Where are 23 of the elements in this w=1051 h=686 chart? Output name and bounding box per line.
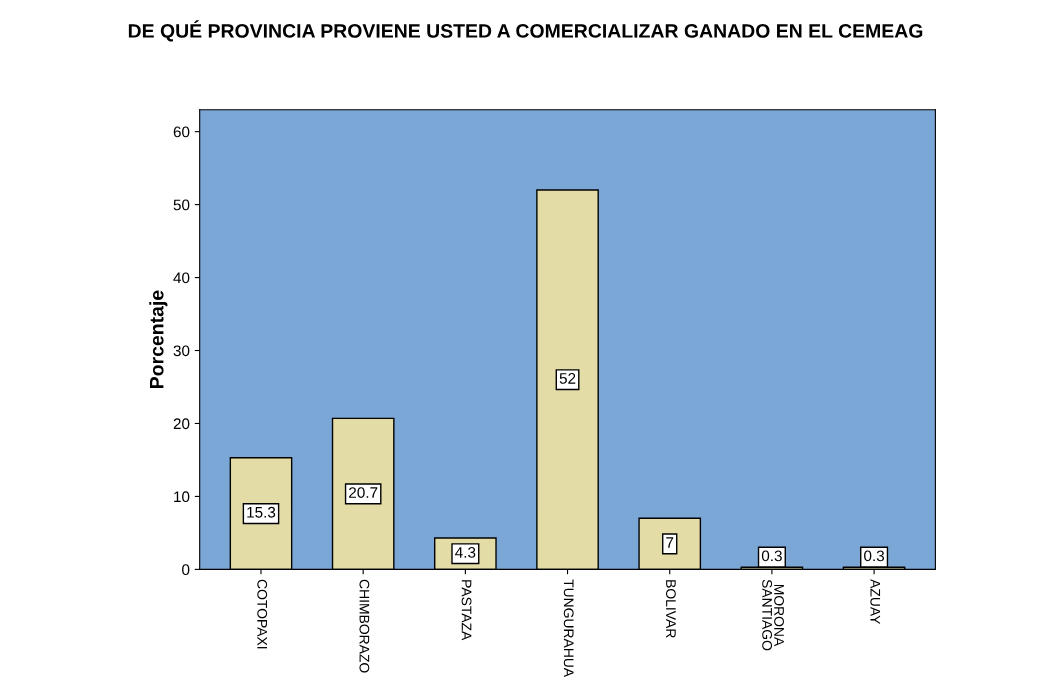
x-tick-label: COTOPAXI [257,579,268,649]
y-tick-label: 0 [182,564,190,576]
y-tick-label: 30 [173,345,190,357]
x-tick-label: TUNGURAHUA [563,579,574,678]
x-tick-label: AZUAY [870,579,881,625]
x-tick-label: PASTAZA [461,580,472,641]
y-tick-label: 10 [174,491,190,503]
data-label: 0.3 [864,550,885,562]
y-axis-title: Porcentaje [149,290,168,388]
y-tick-label: 20 [173,418,190,430]
data-label: 52 [559,372,576,384]
data-label: 4.3 [455,546,476,558]
data-label: 20.7 [349,487,378,498]
data-label: 7 [666,537,674,548]
chart-title: DE QUÉ PROVINCIA PROVIENE USTED A COMERCIALIZAR GANADO EN EL CEMEAG [128,20,923,42]
data-label: 0.3 [761,550,782,562]
x-tick-label: CHIMBORAZO [359,579,370,673]
x-tick-label: BOLIVAR [665,580,676,638]
y-tick-label: 50 [173,199,190,211]
x-tick-label: MORONA SANTIAGO [762,579,784,651]
y-tick-label: 60 [173,126,190,138]
data-label: 15.3 [247,506,276,518]
y-tick-label: 40 [173,272,190,284]
